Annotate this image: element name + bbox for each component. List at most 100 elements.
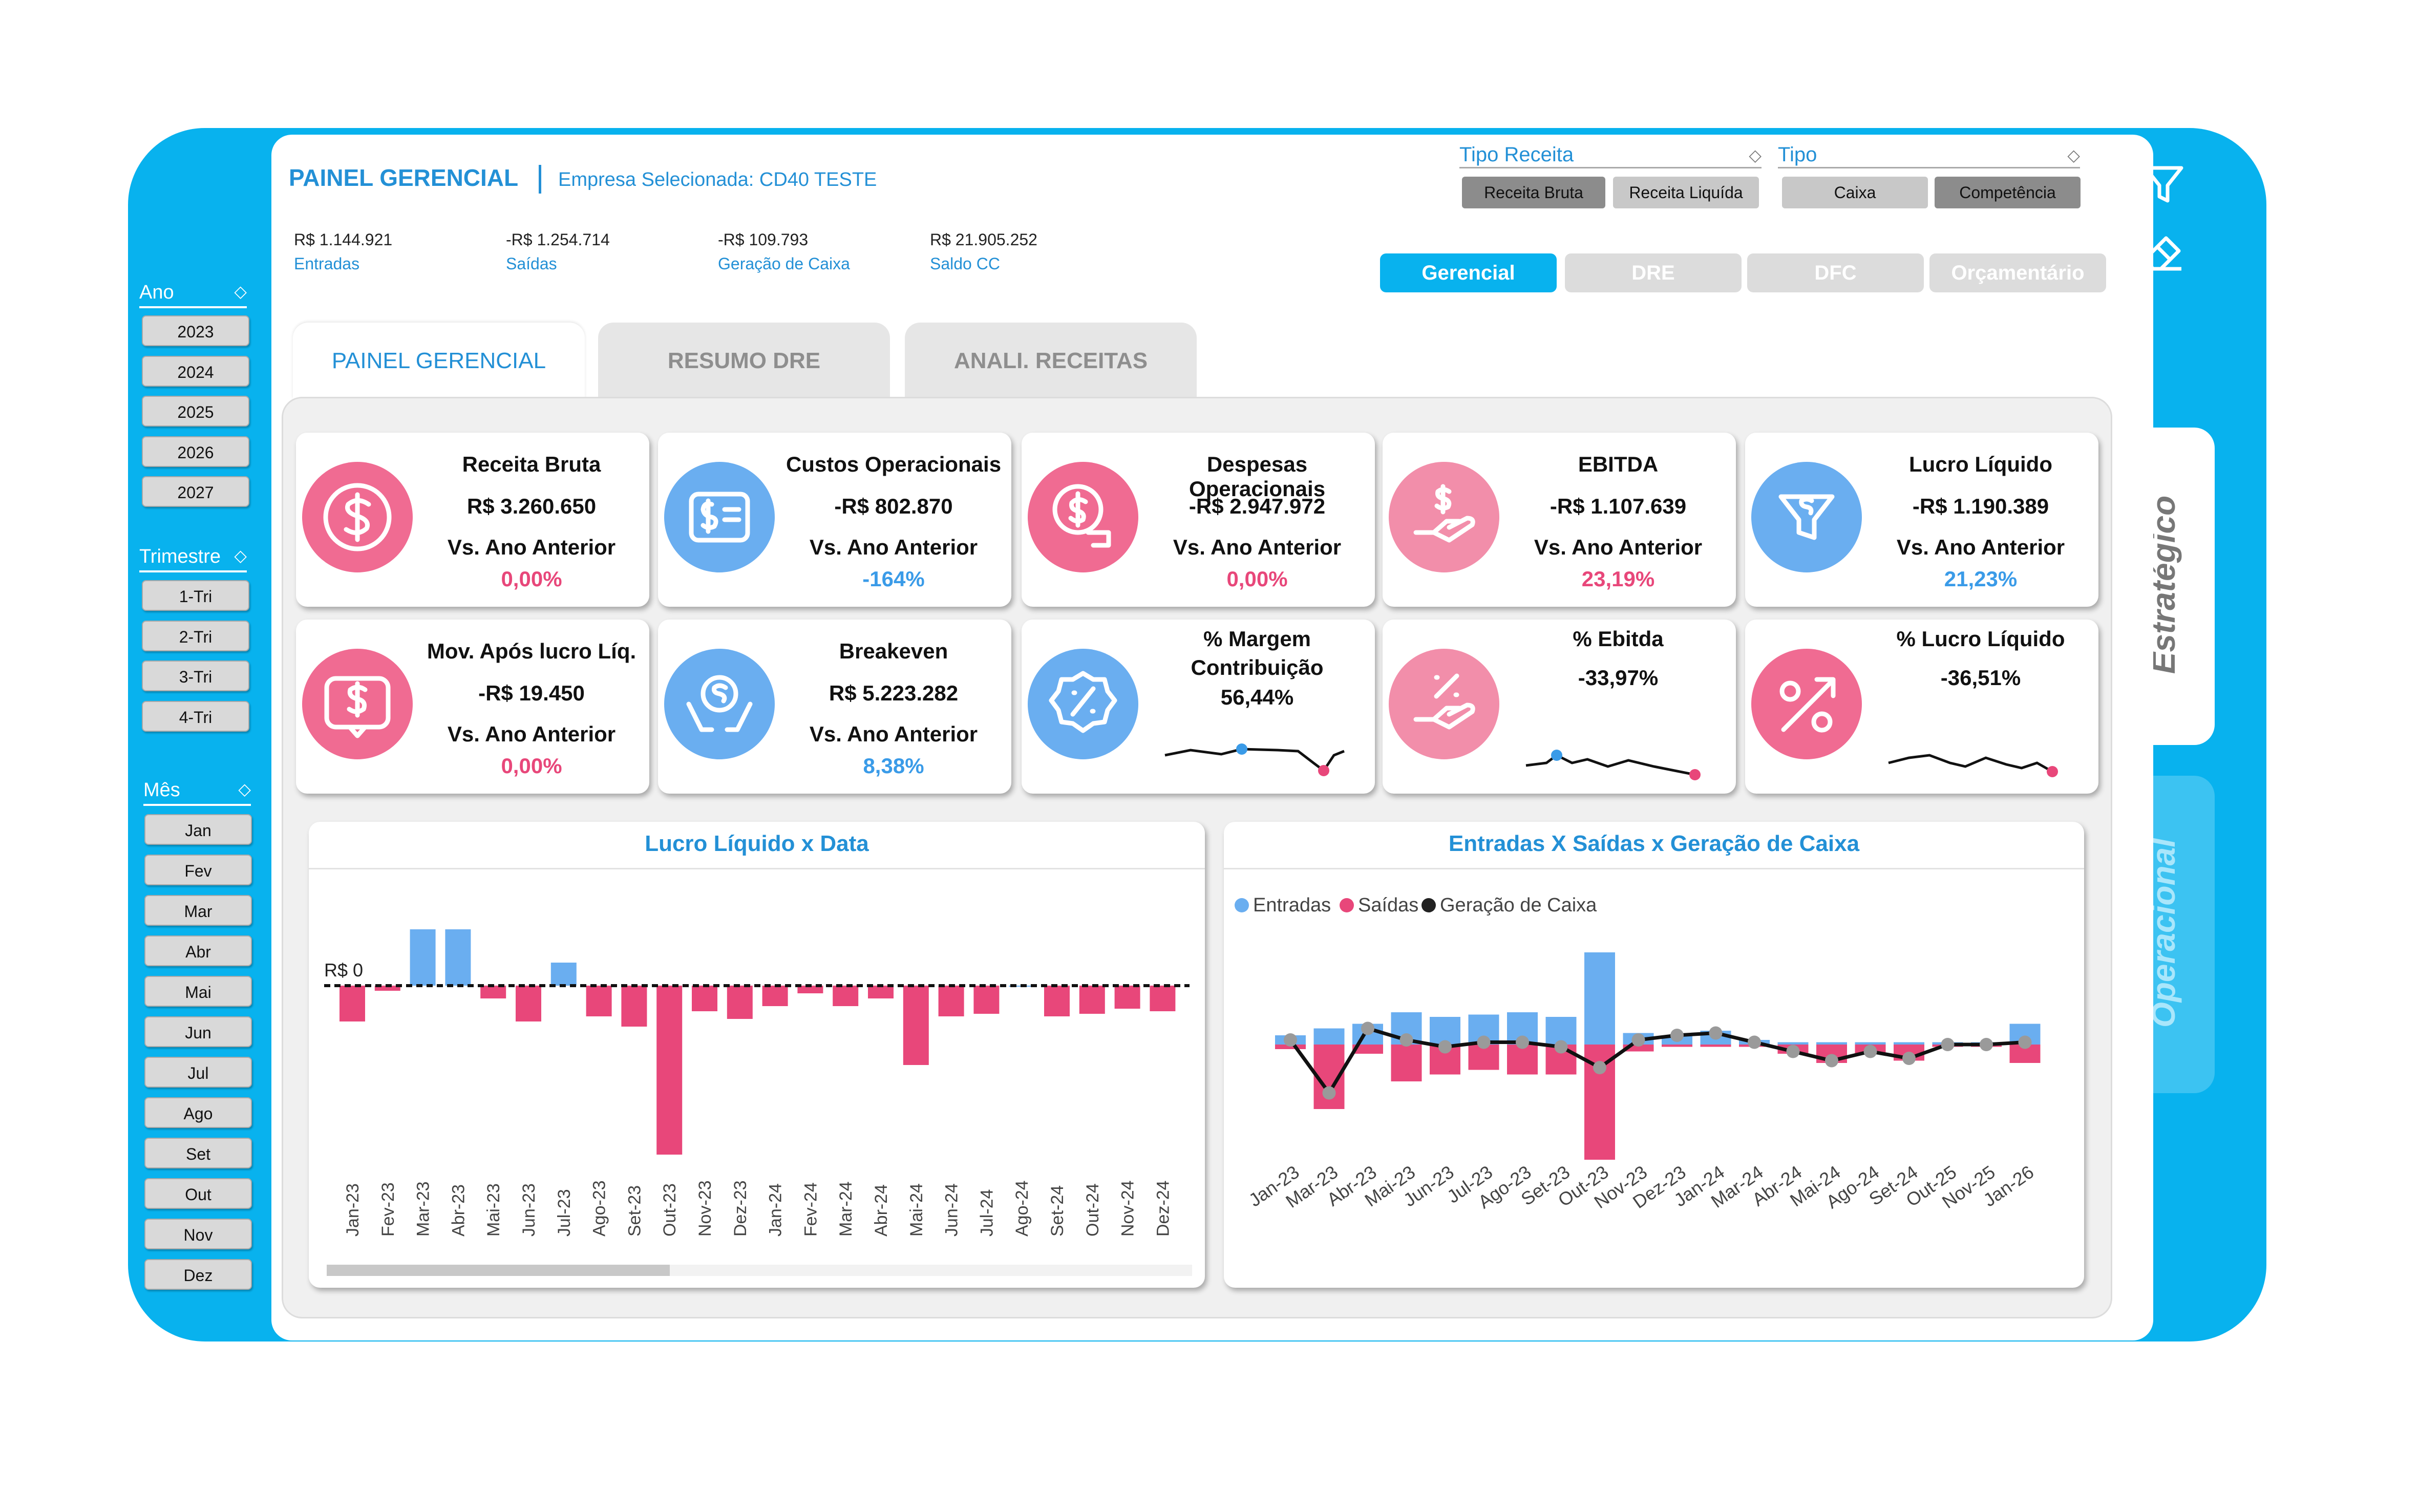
bar-Mar-23[interactable]: [410, 929, 436, 986]
bar-Mai-24[interactable]: [903, 986, 929, 1065]
point-geracao-caixa[interactable]: [1670, 1029, 1684, 1042]
bar-Nov-23[interactable]: [692, 986, 717, 1011]
bar-entradas[interactable]: [1313, 1028, 1345, 1045]
slicer-trimestre-3-tri[interactable]: 3-Tri: [142, 661, 249, 691]
slicer-mes-ago[interactable]: Ago: [144, 1097, 252, 1128]
slicer-ano-2027[interactable]: 2027: [142, 476, 249, 507]
point-geracao-caixa[interactable]: [1361, 1021, 1374, 1035]
bar-Jun-23[interactable]: [516, 986, 541, 1021]
eraser-icon[interactable]: ◇: [2067, 146, 2080, 164]
bar-saidas[interactable]: [1700, 1045, 1731, 1047]
bar-entradas[interactable]: [1545, 1017, 1577, 1045]
bar-Ago-23[interactable]: [586, 986, 612, 1016]
point-geracao-caixa[interactable]: [1284, 1033, 1297, 1047]
bar-saidas[interactable]: [1662, 1045, 1692, 1047]
slicer-ano-2025[interactable]: 2025: [142, 396, 249, 427]
point-geracao-caixa[interactable]: [1593, 1061, 1606, 1074]
option-receita-bruta[interactable]: Receita Bruta: [1462, 177, 1605, 208]
slicer-mes-mai[interactable]: Mai: [144, 976, 252, 1007]
point-geracao-caixa[interactable]: [1902, 1052, 1916, 1065]
point-geracao-caixa[interactable]: [1516, 1035, 1529, 1049]
bar-Jul-24[interactable]: [973, 986, 1000, 1014]
bar-Abr-23[interactable]: [445, 929, 471, 986]
bar-Dez-23[interactable]: [727, 986, 753, 1019]
slicer-mes-set[interactable]: Set: [144, 1138, 252, 1168]
bar-entradas[interactable]: [1816, 1042, 1847, 1045]
bar-entradas[interactable]: [1855, 1042, 1886, 1045]
slicer-mes-jan[interactable]: Jan: [144, 814, 252, 845]
bar-saidas[interactable]: [1275, 1045, 1306, 1049]
eraser-icon[interactable]: ◇: [234, 546, 247, 565]
bar-Jun-24[interactable]: [938, 986, 964, 1016]
eraser-icon[interactable]: ◇: [238, 780, 251, 798]
bar-saidas[interactable]: [1507, 1045, 1538, 1075]
bar-Set-23[interactable]: [621, 986, 647, 1027]
point-geracao-caixa[interactable]: [1554, 1040, 1568, 1054]
point-geracao-caixa[interactable]: [1863, 1045, 1877, 1058]
slicer-trimestre-4-tri[interactable]: 4-Tri: [142, 700, 249, 732]
point-geracao-caixa[interactable]: [1941, 1038, 1955, 1051]
tab-resumo-dre[interactable]: RESUMO DRE: [598, 323, 890, 399]
option-competencia[interactable]: Competência: [1935, 177, 2081, 208]
bar-entradas[interactable]: [1430, 1017, 1460, 1045]
point-geracao-caixa[interactable]: [1631, 1033, 1645, 1047]
slicer-mes-out[interactable]: Out: [144, 1178, 252, 1209]
bar-Abr-24[interactable]: [868, 986, 894, 998]
bar-saidas[interactable]: [1391, 1045, 1422, 1081]
legend-item[interactable]: Saídas: [1358, 895, 1418, 916]
scrollbar-thumb[interactable]: [327, 1265, 670, 1276]
bar-Jul-23[interactable]: [550, 963, 577, 986]
nav-orcamentario[interactable]: Orçamentário: [1929, 253, 2106, 292]
legend-item[interactable]: Geração de Caixa: [1440, 895, 1597, 916]
horizontal-scrollbar[interactable]: [327, 1265, 1192, 1276]
slicer-mes-jun[interactable]: Jun: [144, 1016, 252, 1047]
option-caixa[interactable]: Caixa: [1782, 177, 1928, 208]
legend-item[interactable]: Entradas: [1253, 895, 1331, 916]
bar-Mai-23[interactable]: [480, 986, 506, 998]
bar-Fev-23[interactable]: [374, 986, 400, 991]
eraser-icon[interactable]: ◇: [1749, 146, 1762, 164]
point-geracao-caixa[interactable]: [1825, 1054, 1838, 1068]
bar-Dez-24[interactable]: [1150, 986, 1176, 1011]
tab-painel-gerencial[interactable]: PAINEL GERENCIAL: [293, 323, 585, 399]
option-receita-liquida[interactable]: Receita Liquída: [1613, 177, 1759, 208]
slicer-mes-jul[interactable]: Jul: [144, 1057, 252, 1088]
bar-Out-24[interactable]: [1079, 986, 1105, 1014]
point-geracao-caixa[interactable]: [2018, 1035, 2032, 1049]
slicer-trimestre-1-tri[interactable]: 1-Tri: [142, 580, 249, 611]
point-geracao-caixa[interactable]: [1980, 1038, 1993, 1051]
slicer-mes-mar[interactable]: Mar: [144, 895, 252, 926]
slicer-ano-2026[interactable]: 2026: [142, 436, 249, 467]
slicer-mes-dez[interactable]: Dez: [144, 1259, 252, 1290]
slicer-mes-fev[interactable]: Fev: [144, 855, 252, 885]
point-geracao-caixa[interactable]: [1748, 1035, 1761, 1049]
bar-Mar-24[interactable]: [833, 986, 859, 1006]
slicer-ano-2024[interactable]: 2024: [142, 355, 249, 387]
slicer-trimestre-2-tri[interactable]: 2-Tri: [142, 620, 249, 651]
point-geracao-caixa[interactable]: [1477, 1035, 1491, 1049]
point-geracao-caixa[interactable]: [1438, 1040, 1452, 1054]
point-geracao-caixa[interactable]: [1399, 1033, 1413, 1047]
bar-Set-24[interactable]: [1044, 986, 1070, 1016]
bar-Out-23[interactable]: [656, 986, 683, 1155]
eraser-icon[interactable]: ◇: [234, 282, 247, 301]
bar-entradas[interactable]: [1894, 1042, 1924, 1045]
bar-saidas[interactable]: [1352, 1045, 1383, 1054]
bar-Fev-24[interactable]: [797, 986, 823, 993]
point-geracao-caixa[interactable]: [1709, 1026, 1723, 1040]
bar-entradas[interactable]: [1777, 1042, 1809, 1045]
bar-Nov-24[interactable]: [1114, 986, 1140, 1009]
slicer-ano-2023[interactable]: 2023: [142, 315, 249, 346]
slicer-mes-abr[interactable]: Abr: [144, 935, 252, 966]
bar-Jan-23[interactable]: [339, 986, 365, 1021]
nav-gerencial[interactable]: Gerencial: [1380, 253, 1557, 292]
point-geracao-caixa[interactable]: [1786, 1045, 1800, 1058]
bar-entradas[interactable]: [1584, 952, 1615, 1045]
nav-dfc[interactable]: DFC: [1747, 253, 1924, 292]
slicer-mes-nov[interactable]: Nov: [144, 1219, 252, 1249]
nav-dre[interactable]: DRE: [1565, 253, 1742, 292]
point-geracao-caixa[interactable]: [1322, 1086, 1336, 1100]
tab-anali-receitas[interactable]: ANALI. RECEITAS: [905, 323, 1197, 399]
bar-Jan-24[interactable]: [762, 986, 788, 1006]
filter-icon[interactable]: [2138, 159, 2189, 210]
